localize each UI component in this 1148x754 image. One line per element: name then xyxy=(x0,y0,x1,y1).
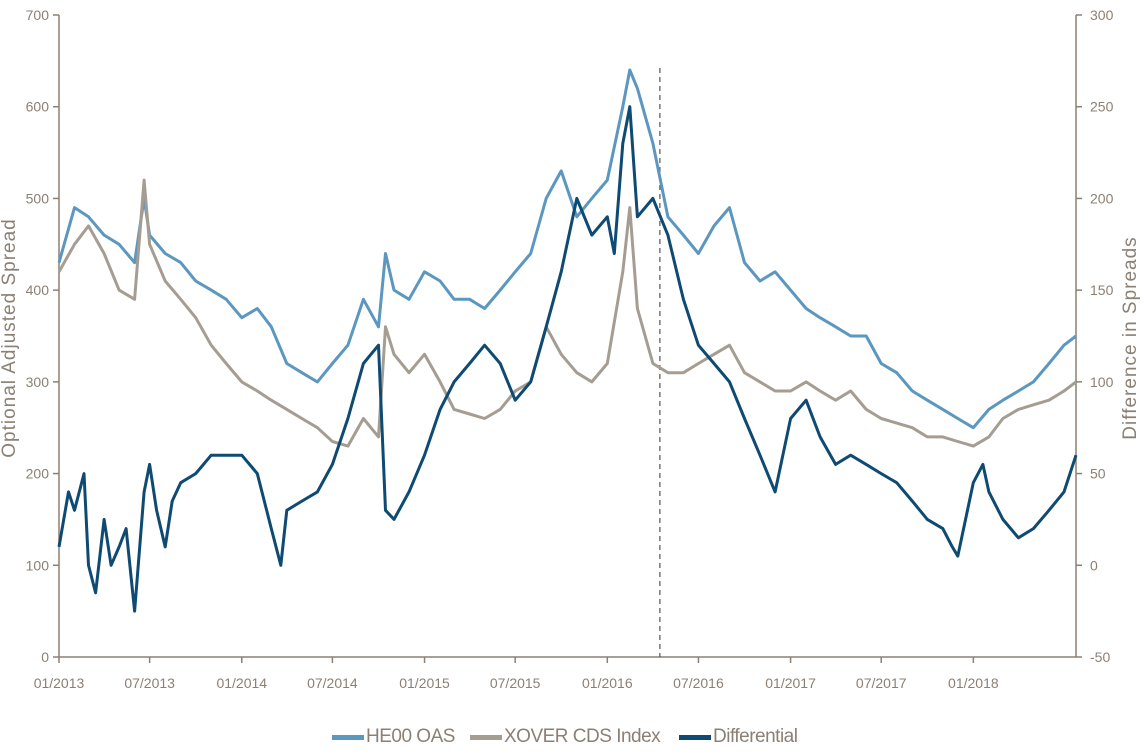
series-line-xover-cds-index xyxy=(57,178,1077,448)
y-right-tick-label: 0 xyxy=(1090,557,1098,573)
legend-item-differential: Differential xyxy=(679,726,798,748)
x-tick-label: 01/2018 xyxy=(948,675,999,691)
y-left-tick-label: 500 xyxy=(26,190,50,206)
legend-item-he00-oas: HE00 OAS xyxy=(332,726,455,748)
legend-swatch xyxy=(679,734,711,740)
y-left-tick-label: 600 xyxy=(26,99,50,115)
series-layer xyxy=(57,68,1078,613)
y-left-tick-label: 300 xyxy=(26,374,50,390)
y-right-tick-label: 200 xyxy=(1090,190,1114,206)
y-left-tick-label: 400 xyxy=(26,282,50,298)
x-tick-label: 07/2017 xyxy=(856,675,907,691)
y-right-tick-label: 300 xyxy=(1090,7,1114,23)
x-tick-label: 01/2015 xyxy=(399,675,450,691)
series-line-differential xyxy=(57,105,1078,613)
y-axis-right-title: Difference in Spreads xyxy=(1120,236,1141,439)
chart: 0 100 200 300 400 500 600 700 -50 0 50 100 150 200 250… xyxy=(0,7,1141,691)
legend-swatch xyxy=(332,734,364,740)
legend: HE00 OAS XOVER CDS Index Differential xyxy=(0,724,1148,754)
x-tick-label: 07/2016 xyxy=(673,675,724,691)
legend-label: Differential xyxy=(713,726,798,747)
y-left-tick-label: 0 xyxy=(41,649,49,665)
y-right-tick-label: 150 xyxy=(1090,282,1114,298)
x-tick-label: 01/2013 xyxy=(34,675,85,691)
x-tick-label: 01/2017 xyxy=(765,675,816,691)
axes xyxy=(53,14,1082,663)
y-left-tick-label: 200 xyxy=(26,466,50,482)
legend-label: HE00 OAS xyxy=(366,726,455,747)
tick-labels-layer: 0 100 200 300 400 500 600 700 -50 0 50 100 150 200 250… xyxy=(26,7,1114,691)
y-left-tick-label: 700 xyxy=(26,7,50,23)
legend-swatch xyxy=(470,734,502,740)
legend-item-xover-cds-index: XOVER CDS Index xyxy=(470,726,661,748)
x-tick-label: 01/2014 xyxy=(216,675,267,691)
series-line-he00-oas xyxy=(57,68,1077,430)
y-right-tick-label: -50 xyxy=(1090,649,1110,665)
x-tick-label: 07/2014 xyxy=(307,675,358,691)
x-tick-label: 07/2015 xyxy=(490,675,541,691)
y-left-tick-label: 100 xyxy=(26,557,50,573)
y-right-tick-label: 50 xyxy=(1090,466,1106,482)
legend-label: XOVER CDS Index xyxy=(504,726,661,747)
y-right-tick-label: 250 xyxy=(1090,99,1114,115)
x-tick-label: 01/2016 xyxy=(582,675,633,691)
y-axis-left-title: Optional Adjusted Spread xyxy=(0,218,20,458)
y-right-tick-label: 100 xyxy=(1090,374,1114,390)
x-tick-label: 07/2013 xyxy=(124,675,175,691)
